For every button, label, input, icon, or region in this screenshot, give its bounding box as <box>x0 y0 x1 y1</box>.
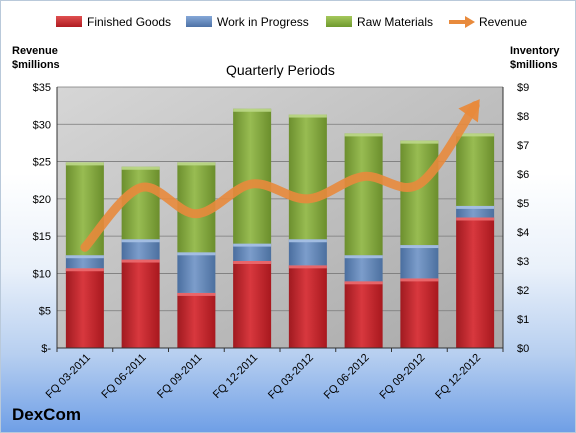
bar-finished-goods-cap <box>177 292 216 296</box>
bar-finished-goods <box>233 261 272 348</box>
bar-finished-goods <box>400 278 439 348</box>
bar-raw-materials-cap <box>400 140 439 144</box>
x-tick-label: FQ 03-2012 <box>266 352 316 402</box>
bar-work-in-progress <box>288 239 327 266</box>
bar-work-in-progress-cap <box>177 252 216 256</box>
bar-finished-goods-cap <box>344 281 383 285</box>
bar-finished-goods-cap <box>121 259 160 263</box>
right-tick-label: $3 <box>517 256 529 268</box>
bar-raw-materials <box>65 162 104 256</box>
bar-work-in-progress-cap <box>288 239 327 243</box>
legend-swatch-finished-goods <box>56 16 82 27</box>
bar-raw-materials-cap <box>65 162 104 166</box>
left-axis-title-line1: Revenue <box>12 45 58 57</box>
bar-raw-materials <box>400 140 439 246</box>
left-tick-label: $30 <box>33 119 51 131</box>
bar-finished-goods-cap <box>65 268 104 272</box>
right-axis-title: Inventory $millions <box>510 44 560 72</box>
bar-work-in-progress <box>456 205 495 218</box>
bar-finished-goods-cap <box>288 265 327 269</box>
left-tick-label: $35 <box>33 82 51 94</box>
bar-finished-goods <box>456 217 495 348</box>
right-axis-title-line1: Inventory <box>510 45 560 57</box>
bar-raw-materials-cap <box>344 133 383 137</box>
bar-work-in-progress <box>233 243 272 261</box>
left-tick-label: $10 <box>33 268 51 280</box>
x-tick-label: FQ 12-2011 <box>211 352 260 401</box>
bar-finished-goods <box>121 259 160 348</box>
bar-work-in-progress <box>177 252 216 293</box>
left-tick-label: $20 <box>33 194 51 206</box>
legend-label-work-in-progress: Work in Progress <box>217 15 309 29</box>
bar-work-in-progress <box>65 255 104 269</box>
legend-label-finished-goods: Finished Goods <box>87 15 172 29</box>
legend-swatch-revenue <box>449 16 475 28</box>
x-tick-label: FQ 09-2012 <box>378 352 428 402</box>
bar-raw-materials-cap <box>121 166 160 170</box>
x-tick-label: FQ 03-2011 <box>44 352 93 401</box>
bar-work-in-progress-cap <box>65 255 104 259</box>
bar-work-in-progress-cap <box>233 243 272 247</box>
revenue-arrowhead <box>458 99 480 123</box>
bar-finished-goods-cap <box>456 217 495 221</box>
left-axis-title-line2: $millions <box>12 59 60 71</box>
right-tick-label: $6 <box>517 169 529 181</box>
bar-raw-materials-cap <box>288 114 327 118</box>
bar-raw-materials-cap <box>233 108 272 112</box>
x-tick-label: FQ 06-2011 <box>99 352 148 401</box>
right-tick-label: $1 <box>517 314 529 326</box>
bar-work-in-progress <box>400 245 439 279</box>
brand-name: DexCom <box>12 405 81 424</box>
bar-work-in-progress-cap <box>456 205 495 209</box>
bar-raw-materials <box>288 114 327 240</box>
legend-label-raw-materials: Raw Materials <box>357 15 434 29</box>
x-tick-label: FQ 12-2012 <box>433 352 483 402</box>
right-tick-label: $0 <box>517 343 529 355</box>
legend-swatch-raw-materials <box>326 16 352 27</box>
bar-finished-goods <box>344 281 383 348</box>
bar-finished-goods-cap <box>400 278 439 282</box>
bar-raw-materials <box>121 166 160 240</box>
bar-work-in-progress <box>344 255 383 282</box>
right-tick-label: $5 <box>517 198 529 210</box>
bar-finished-goods <box>288 265 327 348</box>
legend-label-revenue: Revenue <box>479 15 528 29</box>
right-axis-title-line2: $millions <box>510 59 558 71</box>
x-tick-label: FQ 06-2012 <box>322 352 372 402</box>
bar-work-in-progress-cap <box>121 239 160 243</box>
bar-work-in-progress-cap <box>344 255 383 259</box>
bar-raw-materials-cap <box>177 162 216 166</box>
left-tick-label: $5 <box>39 306 51 318</box>
bar-finished-goods-cap <box>233 261 272 264</box>
bar-work-in-progress <box>121 239 160 260</box>
left-axis-title: Revenue $millions <box>12 44 60 72</box>
left-tick-label: $- <box>41 343 51 355</box>
legend-swatch-work-in-progress <box>186 16 212 27</box>
bar-raw-materials-cap <box>456 133 495 137</box>
right-tick-label: $4 <box>517 227 529 239</box>
right-tick-label: $8 <box>517 111 529 123</box>
bar-finished-goods <box>65 268 104 348</box>
left-tick-label: $25 <box>33 157 51 169</box>
bar-work-in-progress-cap <box>400 245 439 249</box>
bar-finished-goods <box>177 292 216 348</box>
right-tick-label: $9 <box>517 82 529 94</box>
right-tick-label: $7 <box>517 140 529 152</box>
left-tick-label: $15 <box>33 231 51 243</box>
bar-raw-materials <box>456 133 495 206</box>
bar-raw-materials <box>233 108 272 244</box>
plot-title: Quarterly Periods <box>226 62 335 78</box>
bar-raw-materials <box>344 133 383 256</box>
right-tick-label: $2 <box>517 285 529 297</box>
x-tick-label: FQ 09-2011 <box>155 352 204 401</box>
